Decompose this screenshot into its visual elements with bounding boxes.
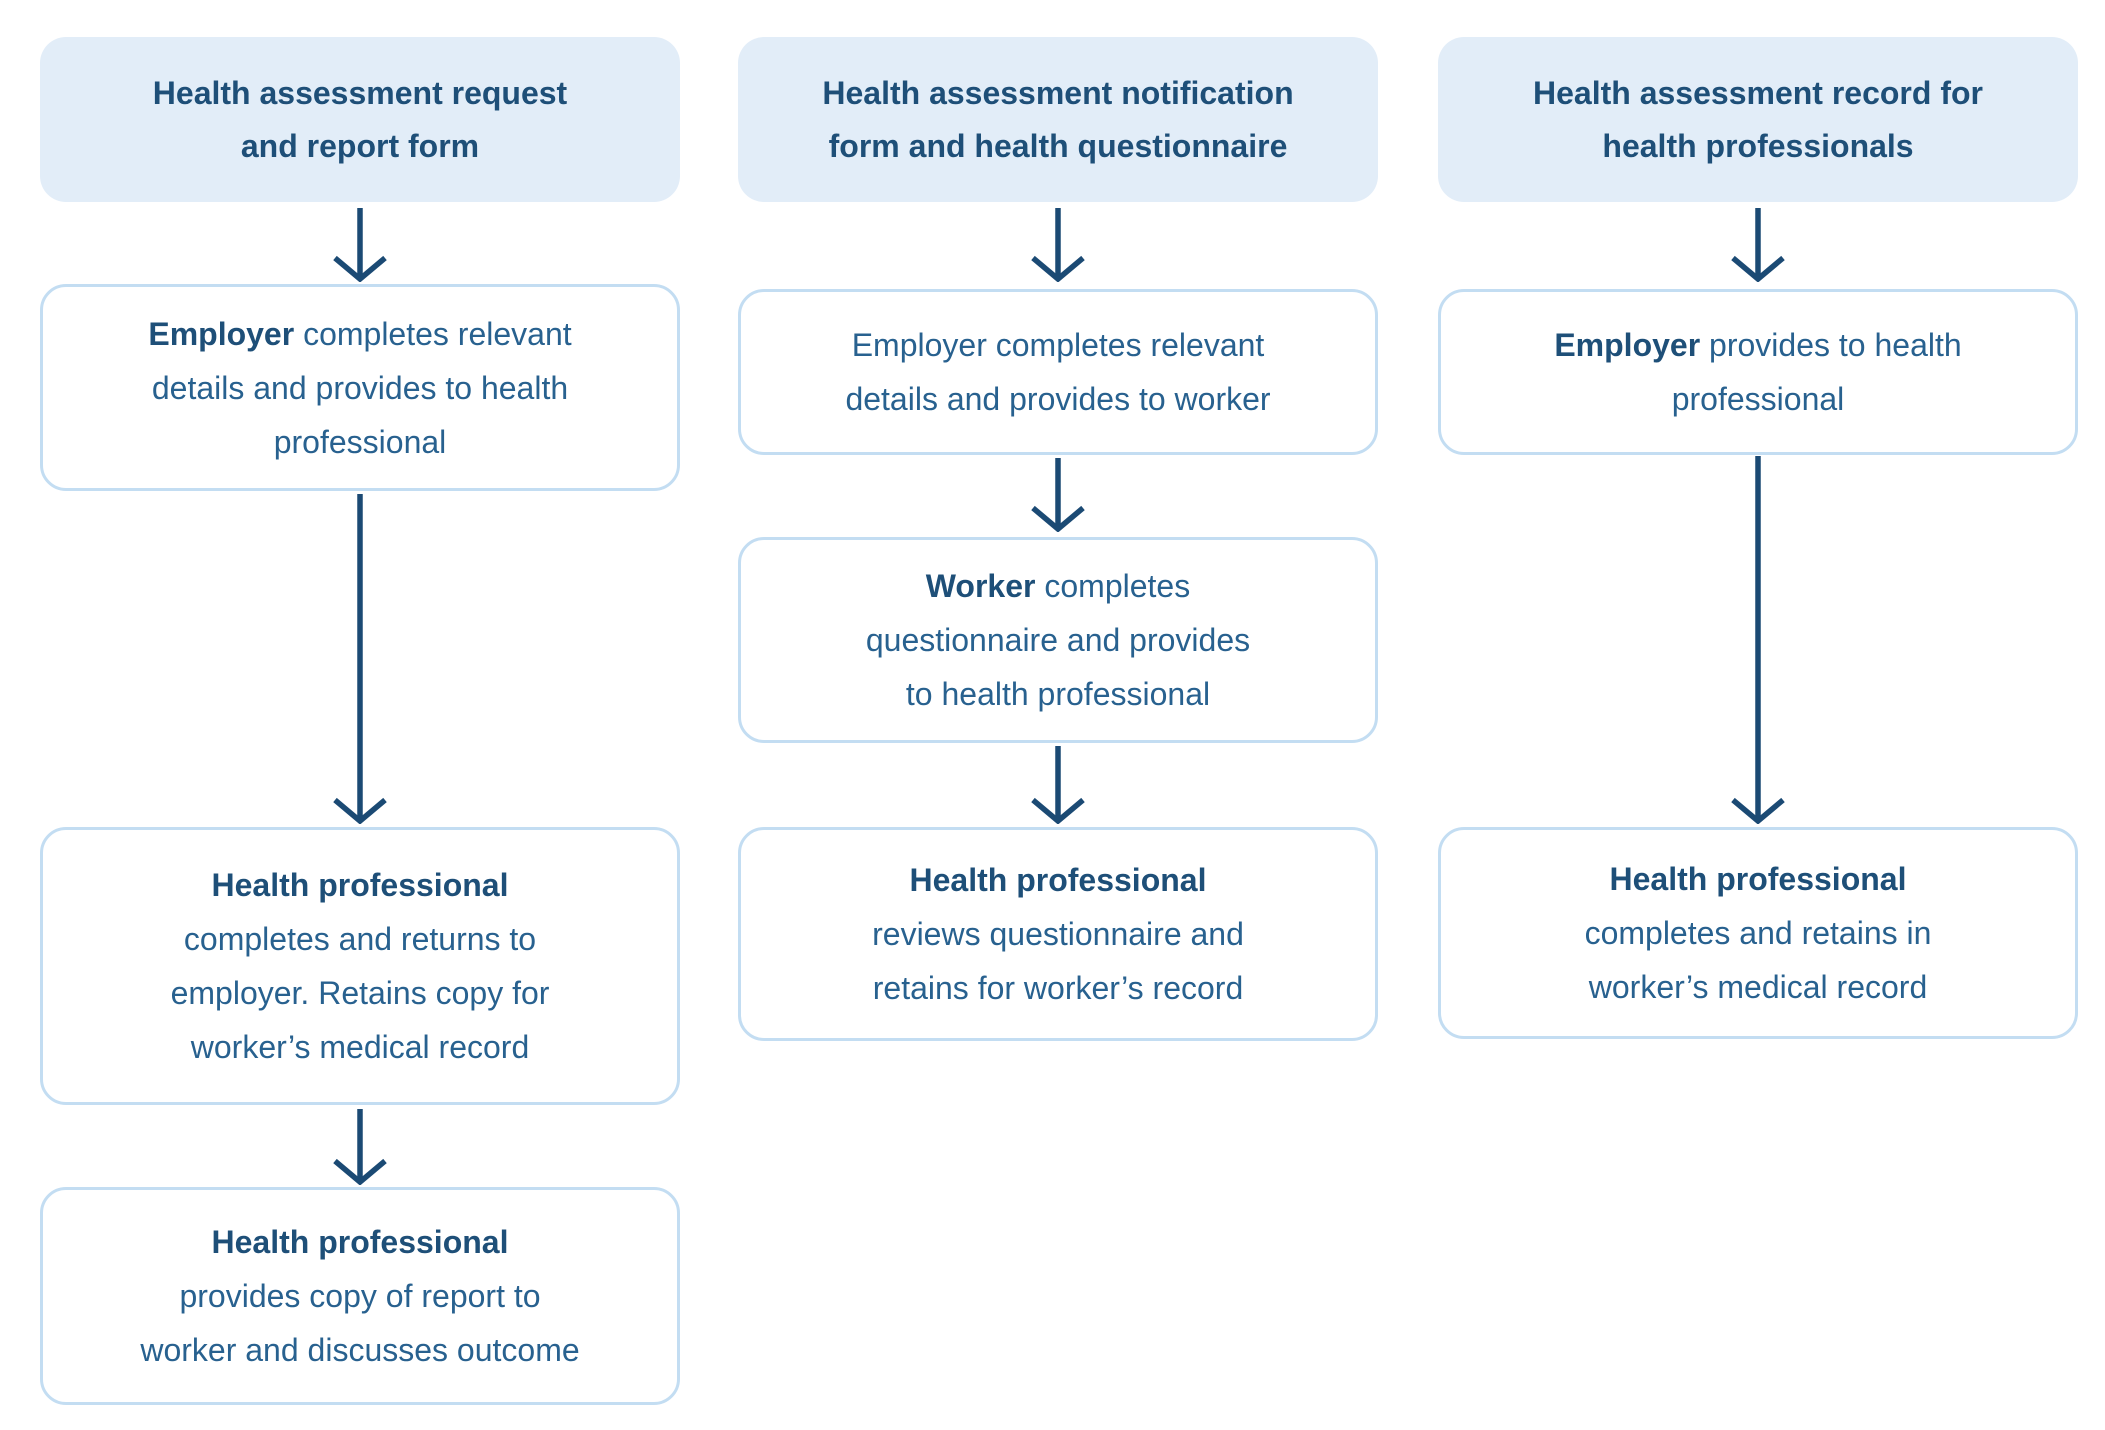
arrow-down-icon — [1731, 456, 1785, 824]
step-text-line: Health professional — [212, 858, 509, 912]
step-text-line: worker’s medical record — [1588, 969, 1928, 1005]
col2-step2-box: Worker completes questionnaire and provi… — [738, 537, 1378, 743]
step-text-line: Worker completes — [926, 559, 1190, 613]
line-text: completes — [1044, 568, 1191, 604]
step-text-line: employer. Retains copy for — [170, 975, 550, 1011]
step-text-line: reviews questionnaire and — [872, 916, 1244, 952]
step-text-line: provides copy of report to — [179, 1278, 541, 1314]
header-line: Health assessment notification — [822, 74, 1294, 111]
step-text-line: details and provides to worker — [845, 381, 1271, 417]
step-text-line: completes and retains in — [1584, 915, 1932, 951]
step-text-line: worker and discusses outcome — [140, 1332, 580, 1368]
step-text-line: professional — [273, 423, 447, 460]
header-line: Health assessment request — [152, 74, 568, 111]
arrow-down-icon — [333, 208, 387, 282]
col1-step2-box: Health professional completes and return… — [40, 827, 680, 1105]
col3-step2-box: Health professional completes and retain… — [1438, 827, 2078, 1039]
header-line: health professionals — [1602, 127, 1914, 164]
bold-lead: Health professional — [909, 862, 1207, 898]
line-text: completes relevant — [303, 315, 572, 352]
bold-lead: Employer — [148, 315, 295, 352]
step-text-line: Health professional — [212, 1215, 509, 1269]
step-text-line: questionnaire and provides — [865, 622, 1251, 658]
col1-header-box: Health assessment request and report for… — [40, 37, 680, 202]
step-text-line: Employer completes relevant — [148, 307, 571, 361]
step-text-line: Employer provides to health — [1554, 318, 1961, 372]
arrow-down-icon — [1031, 746, 1085, 824]
arrow-down-icon — [1031, 208, 1085, 282]
step-text-line: to health professional — [905, 676, 1211, 712]
step-text-line: details and provides to health — [151, 369, 569, 406]
bold-lead: Health professional — [1609, 861, 1907, 897]
header-line: Health assessment record for — [1533, 74, 1983, 111]
col1-step1-box: Employer completes relevant details and … — [40, 284, 680, 491]
col2-step1-box: Employer completes relevant details and … — [738, 289, 1378, 455]
line-text: provides to health — [1709, 327, 1962, 363]
bold-lead: Health professional — [211, 867, 509, 903]
col3-step1-box: Employer provides to health professional — [1438, 289, 2078, 455]
col2-header-box: Health assessment notification form and … — [738, 37, 1378, 202]
bold-lead: Health professional — [211, 1224, 509, 1260]
arrow-down-icon — [1031, 458, 1085, 532]
step-text-line: worker’s medical record — [190, 1029, 530, 1065]
header-line: and report form — [240, 127, 480, 164]
bold-lead: Employer — [1554, 327, 1701, 363]
bold-lead: Worker — [925, 568, 1036, 604]
step-text-line: Employer completes relevant — [851, 327, 1265, 363]
arrow-down-icon — [1731, 208, 1785, 282]
header-line: form and health questionnaire — [828, 127, 1288, 164]
step-text-line: retains for worker’s record — [872, 970, 1244, 1006]
step-text-line: Health professional — [910, 853, 1207, 907]
col1-step3-box: Health professional provides copy of rep… — [40, 1187, 680, 1405]
step-text-line: Health professional — [1610, 852, 1907, 906]
step-text-line: professional — [1671, 381, 1845, 417]
arrow-down-icon — [333, 494, 387, 824]
col2-step3-box: Health professional reviews questionnair… — [738, 827, 1378, 1041]
step-text-line: completes and returns to — [183, 921, 537, 957]
arrow-down-icon — [333, 1109, 387, 1185]
col3-header-box: Health assessment record for health prof… — [1438, 37, 2078, 202]
